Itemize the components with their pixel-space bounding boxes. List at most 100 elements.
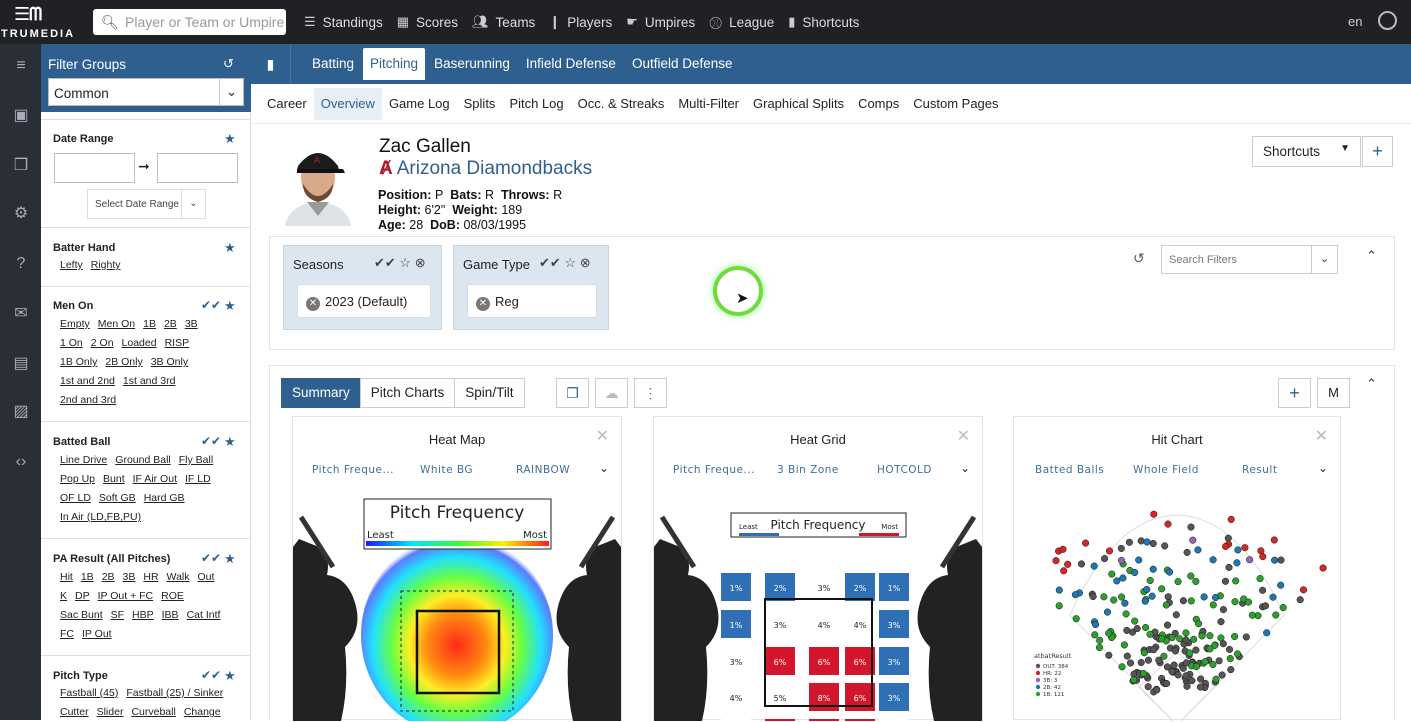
field-option[interactable]: Whole Field — [1133, 464, 1199, 476]
star-icon[interactable]: ★ — [224, 298, 236, 313]
metric-option[interactable]: Pitch Freque... — [312, 464, 395, 476]
filter-group-select[interactable]: Common ⌄ — [48, 78, 244, 106]
chip[interactable]: Men On — [97, 318, 136, 330]
star-outline-icon[interactable]: ☆ — [564, 255, 577, 270]
chip[interactable]: 3B Only — [150, 356, 189, 368]
star-icon[interactable]: ★ — [224, 240, 236, 255]
remove-chip-icon[interactable]: ✕ — [476, 297, 490, 311]
chip[interactable]: Lefty — [60, 259, 83, 271]
chip[interactable]: Slider — [96, 706, 124, 718]
date-start-input[interactable] — [54, 153, 135, 183]
chip[interactable]: 2B — [101, 571, 115, 583]
user-account-icon[interactable] — [1378, 11, 1397, 30]
filter-value-chip[interactable]: ✕ 2023 (Default) — [297, 284, 431, 318]
chip[interactable]: IP Out — [82, 628, 112, 640]
chip[interactable]: 1st and 3rd — [122, 375, 176, 387]
tab-batting[interactable]: Batting — [312, 56, 355, 71]
tab-pitch-charts[interactable]: Pitch Charts — [359, 378, 456, 408]
tab-occ-streaks[interactable]: Occ. & Streaks — [577, 95, 665, 111]
chip[interactable]: Cutter — [60, 706, 89, 718]
gear-icon[interactable]: ⚙ — [13, 205, 29, 222]
metric-option[interactable]: Pitch Freque... — [673, 464, 756, 476]
nav-shortcuts[interactable]: ▮ Shortcuts — [788, 14, 860, 30]
chevron-down-icon[interactable]: ⌄ — [1318, 461, 1329, 475]
tab-spin-tilt[interactable]: Spin/Tilt — [454, 378, 525, 408]
tab-outfield-defense[interactable]: Outfield Defense — [631, 56, 733, 71]
chip[interactable]: DP — [75, 590, 90, 602]
chip[interactable]: FC — [60, 628, 74, 640]
tab-graphical-splits[interactable]: Graphical Splits — [753, 95, 845, 111]
check-all-icon[interactable]: ✔✔ — [374, 255, 396, 270]
chip[interactable]: HR — [143, 571, 159, 583]
add-chart-button[interactable]: + — [1278, 378, 1311, 408]
check-all-icon[interactable]: ✔✔ — [201, 668, 222, 682]
cards-icon[interactable]: ❒ — [13, 157, 29, 174]
chip[interactable]: 1B — [143, 318, 156, 330]
chip[interactable]: Fly Ball — [178, 454, 214, 466]
star-icon[interactable]: ★ — [224, 434, 236, 449]
nav-players[interactable]: ❙ Players — [549, 14, 613, 30]
chip[interactable]: Loaded — [121, 337, 157, 349]
chip[interactable]: 2B — [163, 318, 177, 330]
tab-splits[interactable]: Splits — [463, 95, 496, 111]
tab-overview[interactable]: Overview — [313, 87, 382, 120]
language-selector[interactable]: en — [1348, 14, 1363, 29]
m-button[interactable]: M — [1317, 378, 1350, 408]
chevron-down-icon[interactable]: ⌄ — [960, 461, 971, 475]
help-icon[interactable]: ? — [16, 255, 26, 272]
chip[interactable]: Walk — [166, 571, 190, 583]
date-end-input[interactable] — [157, 153, 238, 183]
remove-circle-icon[interactable]: ⊗ — [414, 255, 426, 270]
more-vertical-icon[interactable]: ⋮ — [634, 378, 667, 408]
zone-option[interactable]: 3 Bin Zone — [777, 464, 839, 476]
chip[interactable]: Fastball (45) — [60, 687, 119, 699]
chip[interactable]: 2 On — [90, 337, 114, 349]
chip[interactable]: Out — [197, 571, 215, 583]
chip[interactable]: Empty — [60, 318, 90, 330]
filter-lines-icon[interactable]: ≡ — [16, 57, 26, 74]
chip[interactable]: Ground Ball — [115, 454, 171, 466]
mail-icon[interactable]: ✉ — [14, 305, 28, 322]
chip[interactable]: Change — [183, 706, 221, 718]
chip[interactable]: Bunt — [103, 473, 125, 485]
check-all-icon[interactable]: ✔✔ — [201, 298, 222, 312]
nav-umpires[interactable]: ☛ Umpires — [626, 14, 696, 30]
star-icon[interactable]: ★ — [224, 131, 236, 146]
tab-pitching[interactable]: Pitching — [363, 48, 426, 80]
tab-baserunning[interactable]: Baserunning — [434, 56, 510, 71]
code-icon[interactable]: ‹› — [15, 453, 27, 470]
chip[interactable]: 2nd and 3rd — [60, 394, 117, 406]
chip[interactable]: ROE — [161, 590, 184, 602]
chip[interactable]: 2B Only — [105, 356, 143, 368]
nav-league[interactable]: ⚾︎ League — [709, 14, 775, 31]
player-team[interactable]: Ⱥ Arizona Diamondbacks — [379, 158, 592, 180]
copy-button[interactable]: ❐ — [556, 378, 589, 408]
bookmark-icon[interactable]: ▮ — [251, 44, 291, 84]
remove-circle-icon[interactable]: ⊗ — [579, 255, 591, 270]
nav-scores[interactable]: ▦ Scores — [396, 14, 459, 30]
chevron-down-icon[interactable]: ⌄ — [599, 461, 610, 475]
tab-comps[interactable]: Comps — [858, 95, 900, 111]
search-filters-input[interactable]: Search Filters ⌄ — [1161, 245, 1338, 274]
trumedia-logo[interactable]: ☰ᗰ TRUMEDIA — [0, 2, 78, 42]
chip[interactable]: Hit — [60, 571, 73, 583]
chip[interactable]: IF Air Out — [132, 473, 177, 485]
collapse-icon[interactable]: ⌃ — [1366, 248, 1377, 263]
check-all-icon[interactable]: ✔✔ — [539, 255, 561, 270]
tab-career[interactable]: Career — [267, 95, 307, 111]
reset-icon[interactable]: ↺ — [223, 56, 234, 71]
chip[interactable]: 1B — [80, 571, 94, 583]
image-icon[interactable]: ▨ — [13, 403, 29, 420]
add-shortcut-button[interactable]: + — [1362, 136, 1393, 167]
star-outline-icon[interactable]: ☆ — [399, 255, 412, 270]
chip[interactable]: 3B — [184, 318, 198, 330]
select-date-range-dropdown[interactable]: Select Date Range ⌄ — [87, 189, 206, 219]
chip[interactable]: In Air (LD,FB,PU) — [60, 511, 142, 523]
data-option[interactable]: Batted Balls — [1035, 464, 1105, 476]
chip[interactable]: Soft GB — [98, 492, 136, 504]
nav-standings[interactable]: ☰ Standings — [304, 14, 383, 30]
close-icon[interactable]: ✕ — [1314, 428, 1328, 445]
remove-chip-icon[interactable]: ✕ — [306, 297, 320, 311]
color-scale-option[interactable]: HOTCOLD — [877, 464, 932, 476]
chip[interactable]: 1B Only — [60, 356, 98, 368]
